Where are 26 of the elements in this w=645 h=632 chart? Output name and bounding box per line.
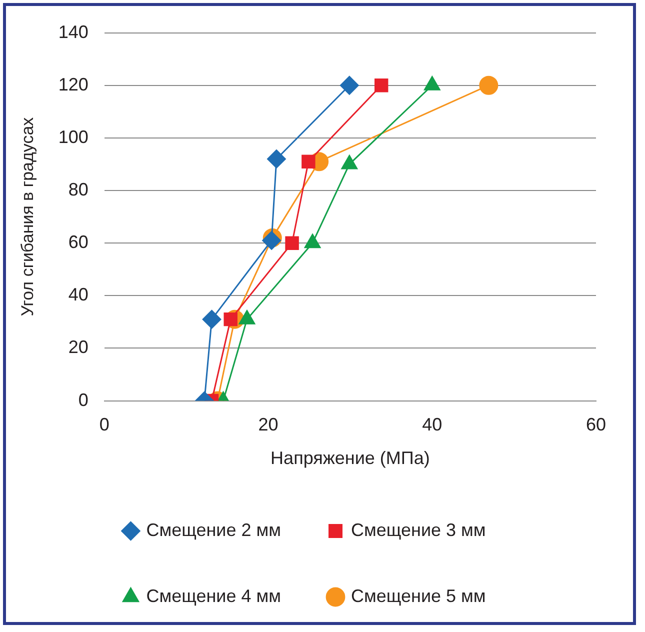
point [266,149,286,168]
x-tick-label: 60 [586,414,606,435]
y-tick-label: 0 [78,390,88,410]
y-tick-label: 140 [58,22,88,42]
x-axis-title: Напряжение (МПа) [270,448,430,468]
legend-label: Смещение 5 мм [351,586,486,606]
x-tick-label: 20 [258,414,278,435]
x-tick-label: 40 [422,414,442,435]
point [304,234,321,248]
y-tick-label: 20 [68,337,88,358]
point [285,236,299,250]
y-axis-title: Угол сгибания в градусах [18,116,37,316]
point [374,78,388,92]
y-tick-label: 100 [58,126,88,147]
point [340,76,359,95]
point [302,154,316,168]
y-tick-label: 120 [58,74,88,94]
legend-label: Смещение 4 мм [146,586,282,606]
x-tick-label: 0 [99,414,110,435]
legend-label: Смещение 2 мм [146,520,282,540]
point [238,310,256,324]
y-tick-label: 80 [68,179,88,200]
y-tick-label: 60 [68,232,88,252]
point [479,76,498,95]
y-tick-label: 40 [68,284,88,305]
legend-label: Смещение 3 мм [351,520,486,540]
